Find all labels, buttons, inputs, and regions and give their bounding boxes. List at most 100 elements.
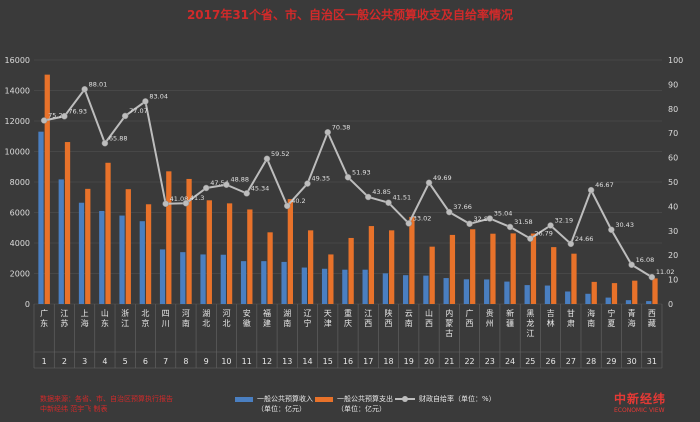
bar-revenue — [139, 221, 145, 304]
legend-expenditure-label: 一般公共预算支出 — [337, 395, 393, 403]
ratio-point — [344, 174, 352, 181]
footnote-source: 数据来源：各省、市、自治区预算执行报告 — [40, 395, 173, 403]
ratio-point — [587, 186, 595, 194]
bar-expenditure — [429, 246, 435, 304]
category-label: 浙江 — [121, 308, 129, 328]
bar-revenue — [504, 281, 510, 304]
legend-expenditure-unit: （单位：亿元） — [337, 405, 386, 413]
ratio-data-label: 49.69 — [433, 174, 452, 182]
bar-revenue — [281, 261, 287, 304]
logo-en: ECONOMIC VIEW — [614, 407, 665, 414]
category-number: 5 — [123, 357, 128, 366]
bar-expenditure — [206, 200, 212, 304]
bar-expenditure — [186, 178, 192, 304]
legend-revenue-label: 一般公共预算收入 — [257, 395, 313, 403]
bar-revenue — [484, 279, 490, 304]
ratio-data-label: 46.67 — [595, 181, 614, 189]
category-label: 天津 — [324, 309, 332, 328]
category-number: 1 — [42, 357, 47, 366]
ratio-point — [486, 215, 494, 222]
y-right-tick-label: 40 — [668, 202, 678, 211]
ratio-point — [446, 208, 453, 216]
bar-revenue — [403, 275, 409, 304]
legend-revenue-unit: （单位：亿元） — [257, 405, 306, 413]
ratio-data-label: 75.22 — [48, 111, 67, 119]
y-left-tick-label: 8000 — [10, 178, 30, 187]
category-number: 22 — [464, 357, 474, 366]
category-number: 8 — [183, 357, 188, 366]
bar-expenditure — [267, 232, 273, 304]
ratio-data-label: 40.2 — [291, 197, 305, 205]
legend-expenditure-swatch — [315, 396, 333, 402]
ratio-point — [61, 113, 68, 120]
bar-revenue — [544, 285, 551, 304]
bar-revenue — [463, 279, 470, 304]
category-number: 2 — [62, 357, 67, 366]
bar-expenditure — [591, 281, 597, 304]
bar-expenditure — [247, 209, 253, 304]
bar-revenue — [220, 254, 226, 304]
category-number: 19 — [404, 357, 414, 366]
ratio-data-label: 70.38 — [332, 123, 351, 131]
bar-expenditure — [307, 230, 314, 304]
ratio-point — [223, 181, 230, 188]
category-label: 内蒙古 — [445, 308, 453, 338]
category-label: 重庆 — [344, 308, 352, 328]
y-right-tick-label: 30 — [668, 227, 678, 236]
category-label: 江西 — [364, 309, 372, 328]
bar-expenditure — [652, 278, 658, 304]
y-right-tick-label: 80 — [668, 105, 678, 114]
category-number: 21 — [444, 357, 454, 366]
category-label: 河北 — [222, 308, 230, 328]
bar-expenditure — [287, 199, 293, 304]
category-label: 山西 — [425, 308, 433, 328]
category-label: 安徽 — [243, 308, 251, 328]
ratio-point — [547, 222, 554, 229]
ratio-point — [101, 140, 109, 147]
bar-revenue — [159, 249, 166, 304]
y-left-tick-label: 14000 — [5, 87, 30, 96]
bar-revenue — [342, 269, 348, 304]
bar-expenditure — [348, 237, 354, 304]
bar-expenditure — [166, 171, 172, 304]
y-right-tick-label: 10 — [668, 276, 678, 285]
ratio-data-label: 48.88 — [230, 176, 249, 184]
ratio-point — [263, 155, 271, 163]
category-number: 30 — [627, 357, 637, 366]
y-left-tick-label: 4000 — [10, 239, 30, 248]
category-number: 29 — [606, 357, 616, 366]
bar-revenue — [99, 210, 105, 304]
category-label: 青海 — [628, 308, 636, 328]
bar-revenue — [362, 269, 368, 304]
bar-revenue — [585, 293, 591, 304]
ratio-data-label: 41.3 — [190, 194, 204, 202]
category-label: 宁夏 — [607, 308, 615, 328]
category-label: 吉林 — [547, 309, 555, 328]
ratio-point — [648, 273, 656, 281]
ratio-data-label: 51.93 — [352, 168, 371, 176]
bar-expenditure — [85, 188, 91, 304]
category-label: 陕西 — [385, 308, 393, 328]
bar-revenue — [423, 275, 429, 304]
category-label: 山东 — [101, 308, 109, 328]
category-number: 9 — [204, 357, 209, 366]
category-label: 西藏 — [648, 309, 656, 328]
y-left-tick-label: 6000 — [10, 209, 30, 218]
ratio-point — [628, 261, 635, 269]
ratio-data-label: 45.34 — [251, 184, 270, 192]
category-label: 新疆 — [506, 308, 514, 328]
logo: 中新经纬 ECONOMIC VIEW — [614, 390, 694, 418]
ratio-point — [385, 199, 392, 206]
ratio-point — [243, 190, 250, 197]
bar-expenditure — [389, 230, 395, 304]
bar-revenue — [646, 301, 652, 304]
category-number: 27 — [566, 357, 576, 366]
y-right-tick-label: 50 — [668, 178, 678, 187]
ratio-data-label: 26.79 — [534, 230, 553, 238]
ratio-point — [405, 220, 413, 227]
ratio-point — [283, 202, 291, 210]
bar-revenue — [261, 261, 267, 304]
y-left-tick-label: 12000 — [5, 117, 30, 126]
y-left-tick-label: 0 — [25, 300, 30, 309]
